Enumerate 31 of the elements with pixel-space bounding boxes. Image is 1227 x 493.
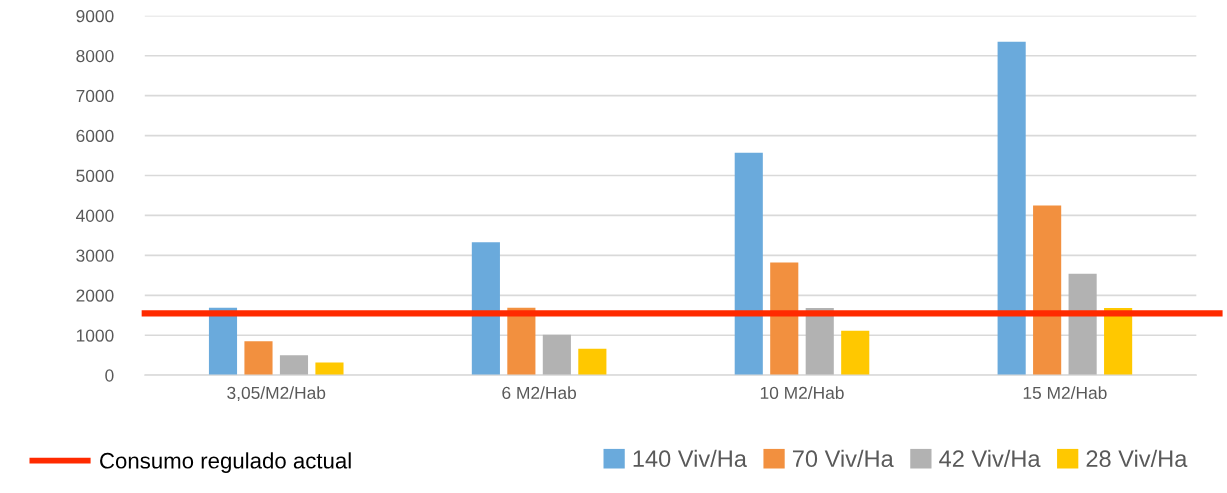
- legend-label: 70 Viv/Ha: [792, 449, 894, 468]
- bar: [770, 262, 799, 376]
- bar: [997, 41, 1026, 376]
- y-tick-label: 8000: [76, 49, 114, 63]
- bar: [578, 348, 607, 376]
- legend-label: Consumo regulado actual: [100, 452, 351, 473]
- y-tick-label: 0: [105, 369, 114, 382]
- legend-label: 42 Viv/Ha: [939, 449, 1041, 468]
- y-tick-label: 3000: [76, 249, 114, 262]
- bar: [841, 330, 870, 376]
- legend-label: 140 Viv/Ha: [633, 449, 747, 468]
- bar: [542, 334, 571, 376]
- y-tick-label: 6000: [76, 129, 114, 143]
- y-tick-label: 7000: [76, 89, 114, 103]
- x-tick-label: 10 M2/Hab: [760, 386, 844, 400]
- bar: [734, 152, 763, 376]
- bar: [471, 242, 500, 376]
- y-tick-label: 5000: [76, 169, 114, 182]
- y-tick-label: 1000: [76, 329, 114, 342]
- y-tick-label: 9000: [76, 9, 114, 23]
- x-tick-label: 6 M2/Hab: [502, 386, 577, 400]
- x-tick-label: 15 M2/Hab: [1023, 386, 1107, 400]
- y-tick-label: 4000: [76, 209, 114, 222]
- bar: [1033, 205, 1062, 376]
- bar: [244, 341, 273, 376]
- legend-label: 28 Viv/Ha: [1086, 449, 1188, 468]
- bar: [279, 355, 309, 376]
- bar: [1068, 273, 1097, 376]
- bar: [315, 362, 344, 376]
- x-tick-label: 3,05/M2/Hab: [227, 386, 326, 402]
- y-tick-label: 2000: [76, 289, 114, 302]
